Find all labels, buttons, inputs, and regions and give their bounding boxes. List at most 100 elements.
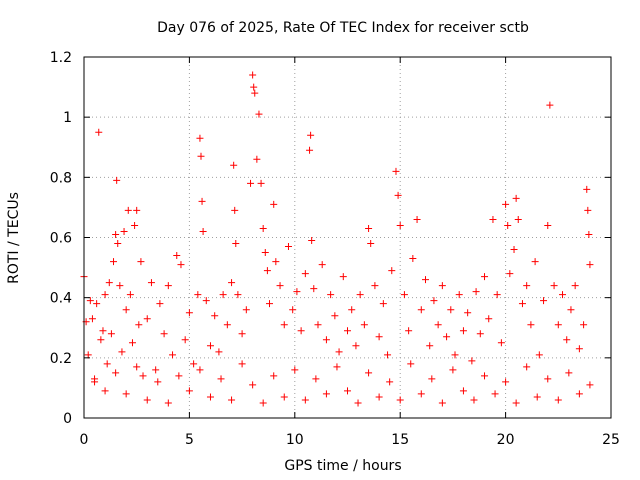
data-point	[388, 267, 396, 275]
data-point	[272, 258, 280, 266]
y-tick-label: 0.8	[50, 170, 72, 186]
data-point	[135, 321, 143, 329]
data-point	[84, 351, 92, 359]
data-point	[308, 237, 316, 245]
data-point	[502, 200, 510, 208]
data-point	[131, 221, 139, 229]
data-point	[523, 363, 531, 371]
data-point	[354, 399, 362, 407]
data-point	[93, 300, 101, 308]
data-point	[199, 227, 207, 235]
data-point	[510, 246, 518, 254]
grid	[84, 57, 611, 418]
data-point	[103, 360, 111, 368]
data-point	[554, 396, 562, 404]
data-point	[120, 227, 128, 235]
data-point	[164, 399, 172, 407]
data-point	[312, 375, 320, 383]
data-point	[470, 396, 478, 404]
data-point	[230, 161, 238, 169]
data-point	[464, 309, 472, 317]
data-point	[580, 321, 588, 329]
data-point	[356, 291, 364, 299]
data-point	[114, 240, 122, 248]
data-point	[584, 206, 592, 214]
data-point	[344, 327, 351, 335]
data-point	[215, 348, 223, 356]
data-point	[533, 393, 541, 401]
data-point	[95, 128, 103, 136]
data-point	[407, 360, 415, 368]
data-point	[405, 327, 413, 335]
data-point	[518, 300, 526, 308]
data-point	[400, 291, 408, 299]
data-point	[339, 273, 347, 281]
data-point	[472, 288, 480, 296]
data-point	[137, 258, 145, 266]
data-point	[394, 191, 402, 199]
data-point	[396, 221, 404, 229]
data-point	[181, 336, 189, 344]
data-point	[133, 206, 141, 214]
data-point	[190, 360, 198, 368]
data-point	[348, 306, 356, 314]
data-point	[449, 366, 457, 374]
data-point	[270, 200, 278, 208]
data-point	[211, 312, 219, 320]
data-point	[476, 330, 484, 338]
data-point	[173, 252, 181, 260]
data-point	[112, 230, 120, 238]
data-point	[438, 399, 446, 407]
data-point	[128, 339, 136, 347]
data-point	[284, 243, 292, 251]
data-point	[481, 372, 489, 380]
data-point	[310, 285, 318, 293]
y-tick-label: 0	[63, 411, 72, 427]
data-point	[468, 357, 476, 365]
data-point	[219, 291, 227, 299]
data-point	[413, 215, 421, 223]
data-point	[177, 261, 185, 269]
data-point	[434, 321, 442, 329]
data-point	[493, 291, 501, 299]
data-point	[297, 327, 305, 335]
data-point	[322, 336, 330, 344]
data-point	[417, 390, 425, 398]
data-point	[231, 206, 239, 214]
y-tick-label: 0.4	[50, 291, 72, 307]
data-point	[291, 366, 299, 374]
y-tick-label: 1.2	[50, 50, 72, 66]
data-point	[575, 345, 583, 353]
axis-ticks: 0 5 10 15 20 25 0 0.2 0.4 0.6 0.8 1 1.2	[50, 50, 620, 448]
data-point	[202, 297, 210, 305]
data-point	[156, 300, 164, 308]
data-point	[386, 378, 394, 386]
data-point	[247, 179, 255, 187]
data-point	[112, 369, 120, 377]
data-point	[238, 330, 246, 338]
data-point	[563, 336, 571, 344]
data-point	[232, 240, 240, 248]
data-point	[550, 282, 558, 290]
data-point	[417, 306, 425, 314]
data-point	[459, 387, 467, 395]
data-point	[421, 276, 429, 284]
data-point	[160, 330, 168, 338]
data-point	[489, 215, 497, 223]
data-point	[367, 240, 375, 248]
data-point	[451, 351, 459, 359]
data-point	[512, 399, 520, 407]
data-point	[228, 279, 236, 287]
data-point	[571, 282, 579, 290]
data-point	[512, 194, 520, 202]
data-point	[253, 155, 261, 163]
data-point	[559, 291, 567, 299]
data-point	[143, 315, 151, 323]
data-point	[143, 396, 151, 404]
data-point	[409, 255, 417, 263]
data-point	[289, 306, 297, 314]
data-point	[99, 327, 107, 335]
data-point	[575, 390, 583, 398]
data-point	[301, 396, 309, 404]
data-point	[238, 360, 246, 368]
